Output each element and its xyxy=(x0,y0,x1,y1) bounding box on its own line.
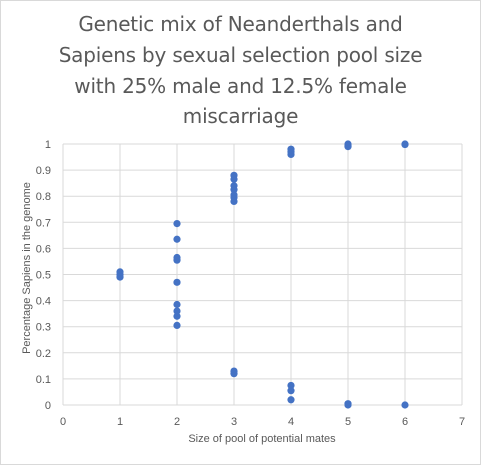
chart-title-line-3: with 25% male and 12.5% female xyxy=(74,74,407,98)
data-point xyxy=(344,401,352,409)
data-point xyxy=(287,387,295,395)
data-point xyxy=(173,312,181,320)
data-point xyxy=(230,175,238,183)
y-axis-label: Percentage Sapiens in the genome xyxy=(21,182,33,354)
x-tick-label: 4 xyxy=(288,416,294,428)
y-tick-label: 1 xyxy=(45,139,51,151)
x-tick-label: 2 xyxy=(174,416,180,428)
x-axis-label: Size of pool of potential mates xyxy=(188,433,336,445)
chart-title-line-4: miscarriage xyxy=(182,104,299,128)
data-point xyxy=(173,300,181,309)
y-tick-label: 0.1 xyxy=(36,374,51,386)
y-tick-label: 0.9 xyxy=(36,165,51,177)
data-point xyxy=(230,186,238,194)
data-point xyxy=(287,150,295,159)
y-tick-label: 0.5 xyxy=(36,270,51,282)
data-point xyxy=(287,396,295,404)
y-tick-label: 0.6 xyxy=(36,243,51,255)
data-point xyxy=(173,235,181,243)
data-point xyxy=(344,143,352,151)
y-tick-label: 0.3 xyxy=(36,322,51,334)
data-point xyxy=(173,321,181,329)
x-tick-label: 1 xyxy=(117,416,123,428)
data-point xyxy=(401,401,409,409)
data-point xyxy=(173,307,181,315)
y-tick-label: 0.7 xyxy=(36,217,51,229)
data-point xyxy=(230,197,238,206)
x-tick-label: 7 xyxy=(459,416,465,428)
data-points xyxy=(116,140,409,409)
x-tick-label: 0 xyxy=(60,416,66,428)
data-point xyxy=(173,220,181,228)
x-tick-labels: 0 1 2 3 4 5 6 7 xyxy=(60,416,465,428)
data-point xyxy=(116,273,124,281)
y-tick-label: 0 xyxy=(45,400,51,412)
data-point xyxy=(401,140,409,149)
data-point xyxy=(173,278,181,286)
chart-title-line-2: Sapiens by sexual selection pool size xyxy=(58,43,423,67)
y-tick-labels: 0 0.1 0.2 0.3 0.4 0.5 0.6 0.7 0.8 0.9 1 xyxy=(36,139,51,412)
y-tick-label: 0.8 xyxy=(36,191,51,203)
gridlines xyxy=(62,143,463,406)
chart-title-line-1: Genetic mix of Neanderthals and xyxy=(78,12,403,36)
data-point xyxy=(287,381,295,390)
x-tick-label: 6 xyxy=(402,416,408,428)
y-tick-label: 0.2 xyxy=(36,348,51,360)
data-point xyxy=(230,370,238,378)
x-tick-label: 3 xyxy=(231,416,237,428)
x-tick-label: 5 xyxy=(345,416,351,428)
data-point xyxy=(173,256,181,264)
y-tick-label: 0.4 xyxy=(36,296,51,308)
